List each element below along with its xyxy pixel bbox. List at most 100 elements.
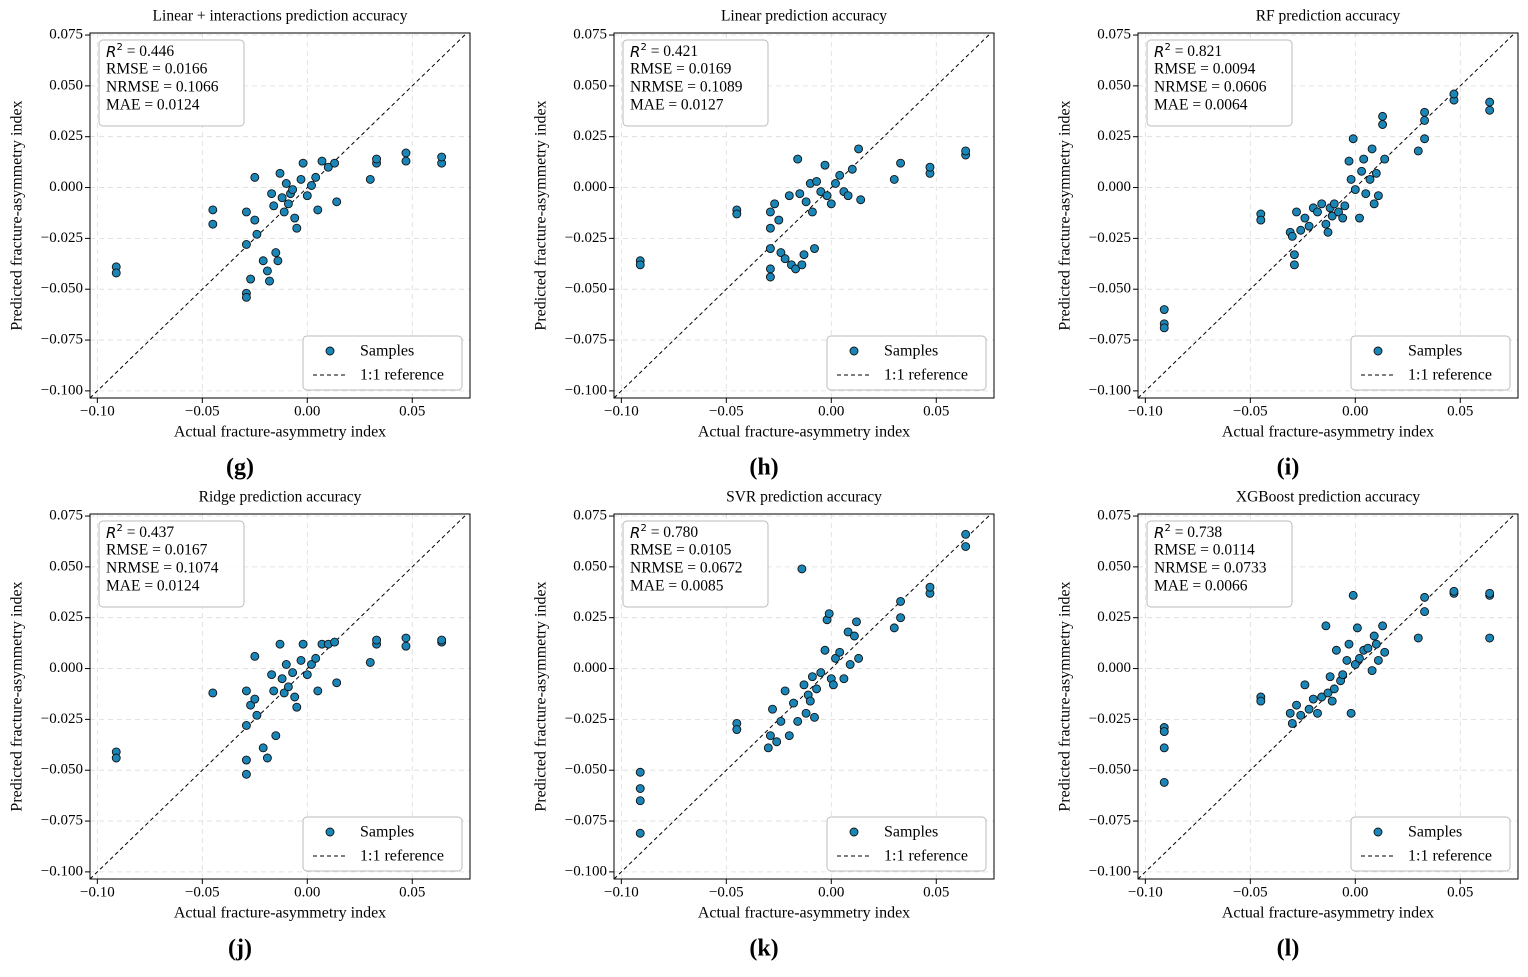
- data-point: [1378, 120, 1388, 129]
- data-point: [765, 264, 775, 274]
- stats-frame: [98, 39, 245, 127]
- stat-line: MAE = 0.0064: [1154, 97, 1248, 114]
- panel: XGBoost prediction accuracy −0.10 −0.05 0.0…: [1057, 489, 1519, 962]
- r2-line: R2 = 0.421: [630, 42, 698, 61]
- data-point: [961, 529, 971, 539]
- y-axis-label: Predicted fracture-asymmetry index: [9, 581, 26, 811]
- y-tick-label: 0.025: [573, 609, 607, 625]
- x-axis-label: Actual fracture-asymmetry index: [174, 424, 386, 441]
- stat-line: RMSE = 0.0167: [106, 542, 208, 559]
- data-point: [1338, 670, 1348, 680]
- data-point: [1378, 621, 1388, 631]
- y-tick-label: 0.025: [1097, 128, 1131, 144]
- data-point: [241, 207, 251, 217]
- data-point: [1300, 213, 1310, 223]
- y-tick-label: −0.075: [1089, 812, 1131, 828]
- data-point: [250, 215, 260, 225]
- data-point: [1338, 213, 1348, 223]
- r2-symbol: R: [1154, 524, 1164, 542]
- stat-line: RMSE = 0.0166: [106, 61, 208, 78]
- stat-line: MAE = 0.0127: [630, 97, 724, 114]
- data-point: [765, 244, 775, 253]
- data-point: [1292, 700, 1301, 710]
- y-tick-label: −0.075: [41, 331, 83, 347]
- data-point: [1352, 623, 1362, 633]
- r2-power: 2: [116, 523, 122, 534]
- data-point: [275, 639, 285, 649]
- data-point: [1348, 590, 1358, 600]
- stats-frame: [1146, 39, 1293, 127]
- data-point: [780, 254, 790, 264]
- y-tick-label: −0.025: [1089, 711, 1131, 727]
- data-point: [277, 193, 287, 203]
- r2-power: 2: [640, 42, 646, 53]
- y-tick-label: 0.075: [573, 507, 607, 523]
- r2-power: 2: [116, 42, 122, 53]
- y-tick-label: −0.050: [565, 281, 607, 297]
- data-point: [843, 627, 853, 637]
- data-point: [265, 276, 274, 286]
- x-tick-label: −0.05: [709, 403, 744, 419]
- reference-line: [89, 32, 468, 399]
- data-point: [330, 637, 340, 647]
- legend-label: 1:1 reference: [360, 367, 444, 384]
- data-point: [1369, 631, 1379, 641]
- data-point: [807, 207, 817, 217]
- legend-label: 1:1 reference: [1408, 848, 1492, 865]
- x-axis-label: Actual fracture-asymmetry index: [1222, 424, 1434, 441]
- data-point: [1321, 621, 1331, 631]
- plot-frame: [89, 32, 471, 399]
- data-point: [799, 680, 809, 690]
- data-point: [1485, 588, 1495, 598]
- data-point: [401, 148, 411, 158]
- data-point: [810, 244, 819, 253]
- data-point: [1304, 221, 1314, 231]
- x-tick-label: 0.00: [1342, 403, 1368, 419]
- y-tick-label: 0.025: [49, 128, 83, 144]
- data-point: [1420, 607, 1430, 617]
- panel-label: (l): [1277, 936, 1300, 962]
- x-axis-label: Actual fracture-asymmetry index: [698, 905, 910, 922]
- data-point: [1285, 708, 1295, 718]
- data-point: [635, 260, 645, 270]
- data-point: [250, 694, 260, 704]
- data-point: [1449, 586, 1459, 596]
- r2-value: = 0.446: [123, 43, 175, 60]
- y-tick-label: −0.075: [1089, 331, 1131, 347]
- data-point: [262, 266, 272, 276]
- data-point: [1289, 250, 1299, 260]
- data-point: [1420, 134, 1430, 144]
- data-point: [252, 710, 262, 720]
- data-point: [1317, 199, 1327, 209]
- legend: Samples 1:1 reference: [1350, 816, 1511, 872]
- r2-value: = 0.821: [1171, 43, 1222, 60]
- legend-marker: [849, 827, 859, 837]
- data-point: [732, 209, 742, 219]
- data-point: [290, 213, 300, 223]
- data-point: [1357, 166, 1367, 176]
- chart-title: Linear prediction accuracy: [721, 8, 887, 25]
- data-point: [317, 156, 327, 166]
- y-tick-label: −0.025: [1089, 230, 1131, 246]
- data-point: [801, 708, 811, 718]
- data-point: [784, 191, 794, 201]
- legend-marker: [325, 827, 335, 837]
- data-point: [784, 731, 794, 741]
- data-point: [1342, 655, 1352, 665]
- chart-title: RF prediction accuracy: [1256, 8, 1401, 25]
- data-point: [283, 199, 293, 209]
- data-point: [1340, 201, 1350, 211]
- data-point: [1344, 156, 1354, 166]
- legend-label: 1:1 reference: [360, 848, 444, 865]
- data-point: [801, 197, 811, 207]
- data-point: [835, 647, 845, 657]
- data-point: [1365, 174, 1375, 184]
- data-point: [1485, 97, 1495, 107]
- data-point: [372, 635, 382, 645]
- y-tick-label: −0.025: [41, 230, 83, 246]
- y-tick-label: −0.100: [41, 382, 83, 398]
- r2-value: = 0.738: [1171, 524, 1223, 541]
- y-axis-label: Predicted fracture-asymmetry index: [1057, 100, 1074, 330]
